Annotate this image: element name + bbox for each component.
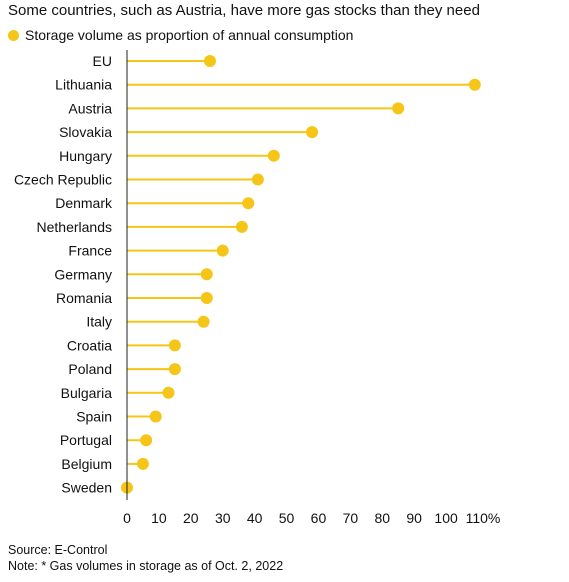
row-lithuania: Lithuania [55,77,481,93]
row-italy: Italy [86,314,210,330]
category-label: EU [93,53,112,69]
category-label: Poland [68,361,112,377]
row-austria: Austria [68,100,405,116]
legend: Storage volume as proportion of annual c… [8,27,353,43]
x-tick-label: 60 [311,510,327,526]
footer: Source: E-Control Note: * Gas volumes in… [8,542,283,574]
row-bulgaria: Bulgaria [61,385,175,401]
x-tick-label: 70 [343,510,359,526]
lollipop-chart: EU Lithuania Austria Slovakia Hungary Czech R… [14,50,500,526]
category-label: Czech Republic [14,172,112,188]
lollipop-dot [140,434,153,447]
row-eu: EU [93,53,216,69]
lollipop-dot [392,102,405,115]
source-note: Source: E-Control [8,543,108,557]
x-tick-label: 30 [215,510,231,526]
lollipop-dot [200,292,213,304]
legend-label: Storage volume as proportion of annual c… [25,27,354,43]
category-label: Bulgaria [61,385,113,401]
row-croatia: Croatia [67,337,181,353]
footnote: Note: * Gas volumes in storage as of Oct… [8,559,284,573]
lollipop-dot [216,244,229,257]
category-label: Netherlands [37,219,113,235]
row-netherlands: Netherlands [37,219,248,235]
chart-rows: EU Lithuania Austria Slovakia Hungary Czech R… [14,53,481,496]
x-tick-label: 100 [434,510,458,526]
row-spain: Spain [76,409,162,425]
lollipop-dot [235,220,248,233]
x-tick-label: 80 [374,510,390,526]
category-label: Denmark [55,195,113,211]
lollipop-dot [242,197,255,210]
row-portugal: Portugal [60,432,153,448]
category-label: Sweden [61,480,112,496]
lollipop-dot [149,410,162,423]
x-tick-label: 20 [183,510,199,526]
x-tick-label: 50 [279,510,295,526]
lollipop-dot [136,457,149,470]
lollipop-dot [203,55,216,67]
lollipop-dot [468,78,481,91]
lollipop-dot [200,268,213,281]
row-belgium: Belgium [61,456,149,472]
row-czech-republic: Czech Republic [14,172,264,188]
lollipop-dot [168,363,181,376]
category-label: Spain [76,409,112,425]
category-label: Croatia [67,337,112,353]
legend-dot-icon [8,29,19,41]
category-label: Hungary [59,148,112,164]
lollipop-dot [162,386,175,399]
category-label: Austria [68,100,112,116]
lollipop-dot [197,315,210,328]
category-label: Germany [54,266,112,282]
category-label: Italy [86,314,112,330]
category-label: Lithuania [55,77,112,93]
lollipop-dot [306,126,319,139]
row-slovakia: Slovakia [59,124,319,140]
chart-title: Some countries, such as Austria, have mo… [8,2,480,19]
lollipop-dot [168,339,181,352]
category-label: Slovakia [59,124,112,140]
category-label: France [68,243,112,259]
category-label: Belgium [61,456,112,472]
category-label: Portugal [60,432,112,448]
row-denmark: Denmark [55,195,255,211]
x-tick-label: 90 [406,510,422,526]
lollipop-dot [267,149,280,162]
row-romania: Romania [56,290,213,306]
row-hungary: Hungary [59,148,280,164]
row-france: France [68,243,229,259]
category-label: Romania [56,290,112,306]
row-poland: Poland [68,361,181,377]
lollipop-dot [251,173,264,186]
row-germany: Germany [54,266,213,282]
x-axis-ticks: 0 10 20 30 40 50 60 70 80 90 100 110% [123,510,500,526]
x-tick-label: 0 [123,510,131,526]
x-tick-label: 40 [247,510,263,526]
x-tick-label: 10 [151,510,167,526]
row-sweden: Sweden [61,480,133,496]
x-tick-label: 110% [466,510,501,526]
